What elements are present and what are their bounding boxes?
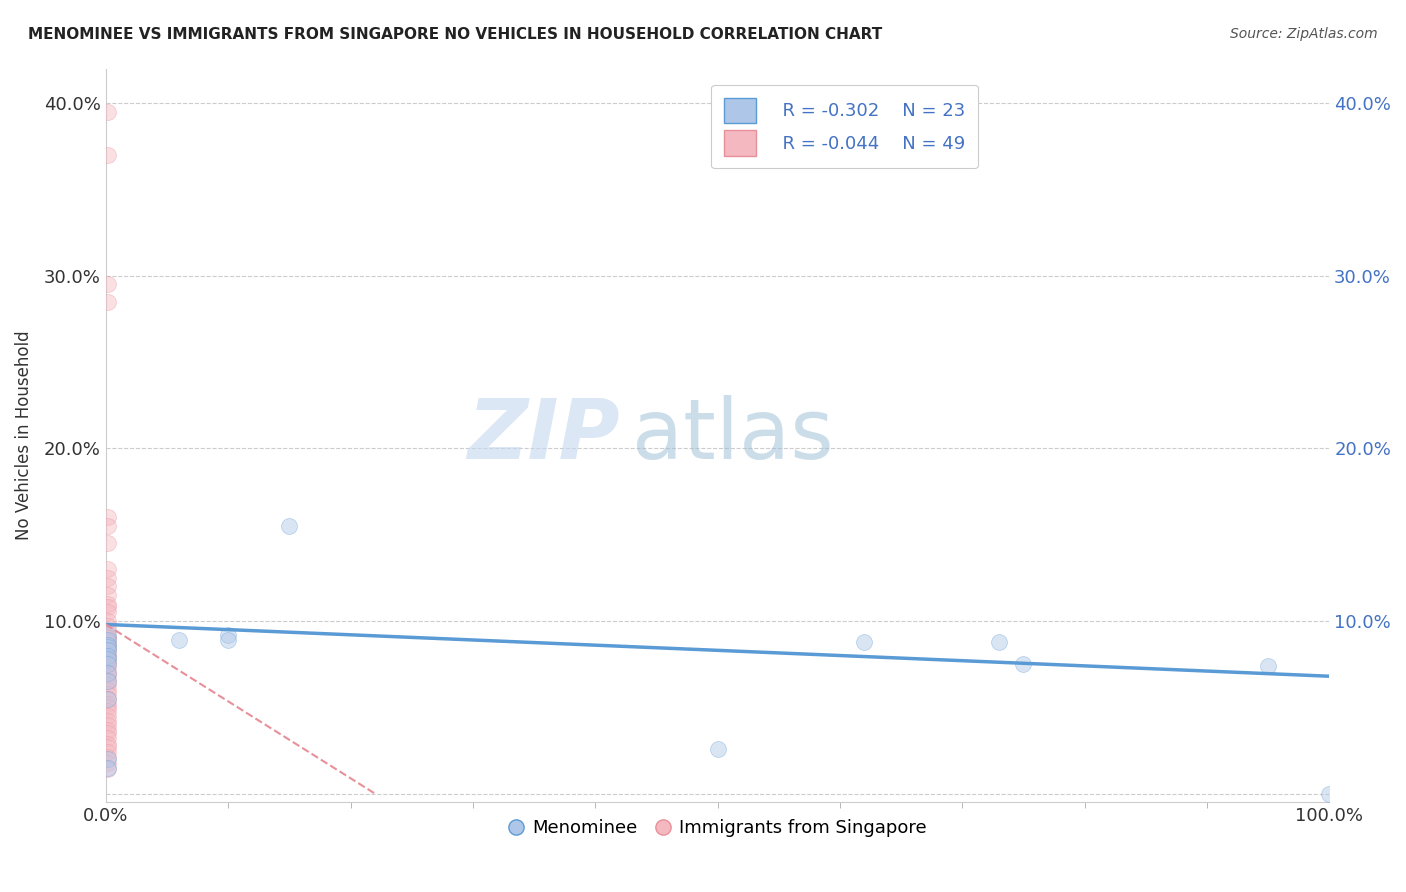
Point	[167, 632, 190, 647]
Text: ZIP: ZIP	[467, 395, 620, 476]
Point	[97, 665, 120, 680]
Point	[97, 562, 120, 576]
Point	[97, 686, 120, 700]
Point	[97, 717, 120, 731]
Point	[97, 750, 120, 764]
Point	[97, 624, 120, 639]
Point	[706, 741, 728, 756]
Point	[97, 660, 120, 674]
Point	[97, 638, 120, 652]
Point	[97, 691, 120, 706]
Point	[97, 643, 120, 657]
Point	[97, 643, 120, 657]
Point	[1257, 658, 1279, 673]
Point	[97, 640, 120, 654]
Point	[1012, 657, 1035, 672]
Point	[97, 519, 120, 533]
Text: MENOMINEE VS IMMIGRANTS FROM SINGAPORE NO VEHICLES IN HOUSEHOLD CORRELATION CHAR: MENOMINEE VS IMMIGRANTS FROM SINGAPORE N…	[28, 27, 883, 42]
Point	[97, 510, 120, 524]
Point	[97, 630, 120, 644]
Point	[97, 704, 120, 718]
Point	[97, 709, 120, 723]
Point	[97, 739, 120, 754]
Point	[97, 714, 120, 728]
Point	[97, 614, 120, 628]
Text: atlas: atlas	[631, 395, 834, 476]
Point	[97, 647, 120, 661]
Point	[97, 683, 120, 698]
Point	[97, 726, 120, 740]
Legend: Menominee, Immigrants from Singapore: Menominee, Immigrants from Singapore	[502, 812, 934, 845]
Point	[97, 657, 120, 672]
Point	[97, 605, 120, 619]
Text: Source: ZipAtlas.com: Source: ZipAtlas.com	[1230, 27, 1378, 41]
Point	[97, 700, 120, 714]
Point	[97, 648, 120, 663]
Point	[97, 632, 120, 647]
Point	[97, 579, 120, 593]
Point	[853, 634, 876, 648]
Point	[97, 756, 120, 770]
Point	[1317, 787, 1340, 801]
Point	[97, 597, 120, 611]
Point	[97, 628, 120, 642]
Point	[97, 669, 120, 683]
Point	[97, 697, 120, 711]
Point	[217, 632, 239, 647]
Point	[97, 674, 120, 689]
Point	[987, 634, 1010, 648]
Point	[97, 723, 120, 737]
Point	[97, 294, 120, 309]
Point	[97, 650, 120, 665]
Point	[97, 737, 120, 751]
Point	[97, 665, 120, 680]
Point	[97, 634, 120, 648]
Point	[97, 652, 120, 666]
Point	[97, 600, 120, 615]
Point	[97, 571, 120, 585]
Point	[97, 104, 120, 119]
Point	[97, 745, 120, 759]
Point	[278, 519, 301, 533]
Point	[97, 277, 120, 292]
Point	[97, 763, 120, 777]
Point	[97, 619, 120, 633]
Point	[97, 674, 120, 689]
Point	[97, 678, 120, 692]
Point	[97, 148, 120, 162]
Point	[97, 731, 120, 746]
Point	[97, 654, 120, 668]
Point	[97, 752, 120, 766]
Point	[97, 632, 120, 646]
Point	[97, 536, 120, 550]
Y-axis label: No Vehicles in Household: No Vehicles in Household	[15, 331, 32, 541]
Point	[97, 588, 120, 602]
Point	[217, 628, 239, 642]
Point	[97, 657, 120, 672]
Point	[97, 691, 120, 706]
Point	[97, 761, 120, 775]
Point	[97, 638, 120, 652]
